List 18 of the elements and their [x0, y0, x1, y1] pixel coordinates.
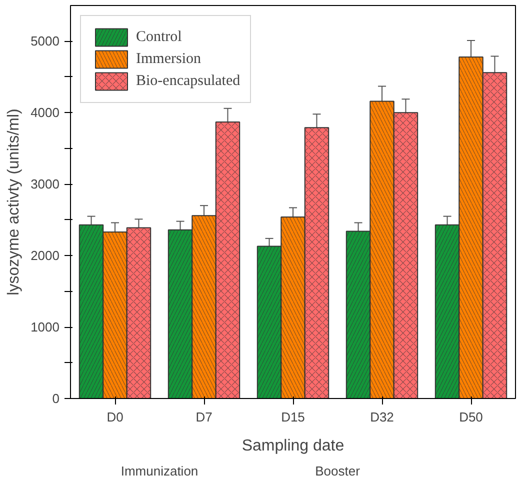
legend-label: Immersion: [136, 50, 201, 68]
x-tick-label: D0: [106, 410, 124, 424]
text: Immunization: [120, 464, 198, 478]
x-axis-title: Sampling date: [242, 438, 344, 454]
x-tick-label: D7: [196, 410, 212, 424]
y-tick-label: 1000: [30, 320, 60, 335]
legend-label: Bio-encapsulated: [136, 72, 240, 90]
text: Booster: [315, 464, 361, 478]
x-tick-label: D32: [370, 410, 394, 424]
y-tick-label: 5000: [30, 34, 60, 49]
legend-label: Control: [136, 28, 182, 46]
y-axis-title: lysozyme activty (units/ml): [6, 108, 23, 296]
x-tick-label: D15: [281, 410, 305, 424]
y-tick-label: 0: [52, 391, 60, 406]
x-tick-label: D50: [459, 410, 483, 424]
y-tick-label: 3000: [30, 176, 60, 192]
y-tick-label: 4000: [30, 105, 60, 120]
y-tick-label: 2000: [30, 248, 60, 264]
